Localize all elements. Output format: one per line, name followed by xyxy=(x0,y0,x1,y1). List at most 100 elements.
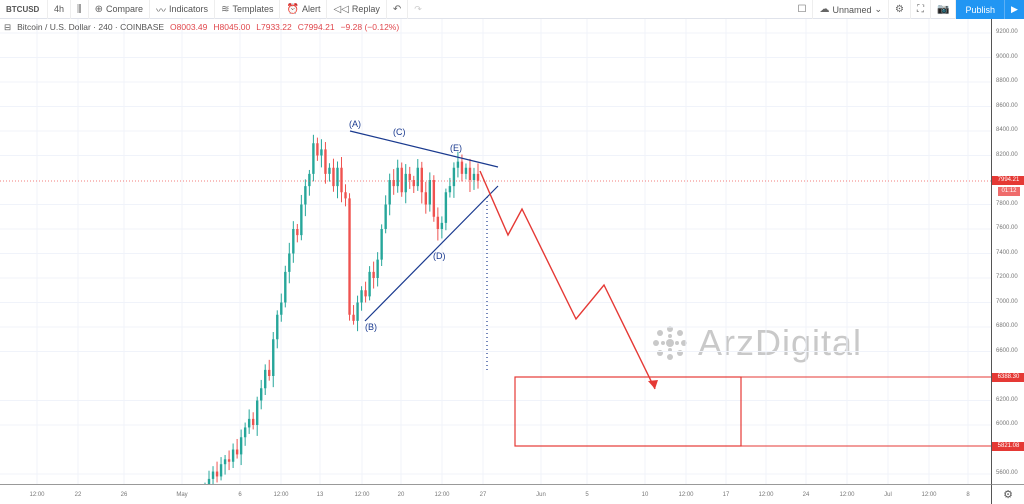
compare-label: Compare xyxy=(106,4,144,14)
candle xyxy=(392,180,395,187)
candle xyxy=(476,173,480,181)
undo-button[interactable]: ↶ xyxy=(387,0,409,19)
candle xyxy=(272,339,275,376)
target-zone-box[interactable] xyxy=(514,376,742,447)
candle xyxy=(420,167,423,193)
axis-settings-button[interactable]: ⚙ xyxy=(991,484,1024,504)
price-chart[interactable]: (A) (B) (C) (D) (E) xyxy=(0,19,991,484)
candle xyxy=(280,302,283,315)
candle xyxy=(227,459,231,462)
price-label: 6200.00 xyxy=(996,396,1018,403)
redo-button[interactable]: ↷ xyxy=(408,0,428,19)
candle xyxy=(223,459,227,465)
candle xyxy=(304,186,307,205)
candle xyxy=(472,173,476,180)
templates-button[interactable]: ≋ Templates xyxy=(215,0,281,19)
time-label: 24 xyxy=(802,492,810,498)
candle xyxy=(348,198,351,315)
price-label: 8800.00 xyxy=(996,78,1018,84)
low-value: L7933.22 xyxy=(256,22,292,32)
candle xyxy=(340,167,343,193)
candle xyxy=(268,369,271,376)
candle xyxy=(296,229,299,236)
projection-arrowhead-icon xyxy=(648,380,658,389)
candle xyxy=(316,143,319,156)
candle xyxy=(460,161,464,174)
candle xyxy=(255,400,259,425)
time-label: 13 xyxy=(316,492,324,498)
alert-label: Alert xyxy=(301,4,321,14)
top-toolbar: BTCUSD 4h ⫼ ⊕ Compare 〰 Indicators ≋ Templa… xyxy=(0,0,1024,19)
time-axis[interactable]: 12:00 22 26 May 6 12:00 13 12:00 20 12:00 27 Jun 5 10… xyxy=(0,484,991,504)
alert-button[interactable]: ⏰ Alert xyxy=(280,0,328,19)
target-low-tag: 5821.08 xyxy=(992,442,1024,452)
gear-icon: ⚙ xyxy=(1003,489,1013,501)
price-label: 6600.00 xyxy=(996,347,1018,354)
symbol-search[interactable]: BTCUSD xyxy=(0,0,48,19)
price-label: 8200.00 xyxy=(996,151,1018,158)
candle xyxy=(364,290,367,297)
price-label: 8600.00 xyxy=(996,102,1018,109)
symbol-title[interactable]: Bitcoin / U.S. Dollar · 240 · COINBASE xyxy=(17,22,165,32)
settings-button[interactable]: ⚙ xyxy=(889,0,912,19)
redo-icon: ↷ xyxy=(414,3,422,14)
label-d: (D) xyxy=(433,251,446,261)
candle xyxy=(360,290,363,303)
undo-icon: ↶ xyxy=(392,3,402,15)
interval-button[interactable]: 4h xyxy=(48,0,72,19)
time-label: 26 xyxy=(120,492,128,498)
candle xyxy=(464,167,468,174)
candle xyxy=(215,471,219,477)
replay-button[interactable]: ◁◁ Replay xyxy=(327,0,387,19)
time-label: 12:00 xyxy=(354,492,370,498)
candle xyxy=(344,192,347,199)
candle xyxy=(247,418,251,428)
projection-path[interactable] xyxy=(479,170,656,390)
time-label: 27 xyxy=(479,492,487,498)
candle xyxy=(251,418,255,425)
watermark-text: ArzDigital xyxy=(698,322,863,363)
candle xyxy=(312,143,315,174)
fullscreen-icon: ⛶ xyxy=(917,4,925,15)
snapshot-button[interactable]: 📷 xyxy=(931,0,957,19)
time-label: 12:00 xyxy=(678,492,694,498)
triangle-upper-trendline[interactable] xyxy=(349,130,499,168)
candle xyxy=(384,204,387,229)
candle xyxy=(219,464,223,477)
price-axis[interactable]: 9200.00 9000.00 8800.00 8600.00 8400.00 8200.… xyxy=(991,19,1024,484)
price-label: 7800.00 xyxy=(996,200,1018,207)
replay-label: Replay xyxy=(351,4,380,14)
gear-icon: ⚙ xyxy=(895,4,905,15)
camera-icon: 📷 xyxy=(937,4,950,15)
time-label: 8 xyxy=(966,492,970,498)
candle xyxy=(235,449,239,455)
candle xyxy=(260,388,263,401)
compare-button[interactable]: ⊕ Compare xyxy=(89,0,151,19)
candle xyxy=(404,173,407,193)
fullscreen-button[interactable]: ⛶ xyxy=(911,0,932,19)
candle xyxy=(328,167,331,174)
candle xyxy=(336,167,339,187)
candle xyxy=(452,167,456,187)
candle xyxy=(372,271,375,278)
candle xyxy=(207,478,211,484)
candle xyxy=(320,149,323,156)
price-label: 7600.00 xyxy=(996,225,1018,231)
candle xyxy=(264,369,267,389)
play-icon: ▶ xyxy=(1011,4,1018,14)
chevron-down-icon: ⌄ xyxy=(874,4,883,14)
candle xyxy=(324,149,327,174)
candle xyxy=(288,253,291,272)
candle xyxy=(284,271,287,303)
publish-button[interactable]: Publish xyxy=(956,0,1004,19)
templates-label: Templates xyxy=(232,4,274,14)
play-button[interactable]: ▶ xyxy=(1004,0,1024,19)
indicators-button[interactable]: 〰 Indicators xyxy=(150,0,216,19)
triangle-lower-trendline[interactable] xyxy=(364,185,499,322)
chart-type-button[interactable]: ⫼ xyxy=(71,0,89,19)
price-label: 6000.00 xyxy=(996,421,1018,427)
templates-icon: ≋ xyxy=(221,3,230,15)
layout-dropdown[interactable]: ☁ Unnamed ⌄ xyxy=(813,0,890,19)
select-layout-checkbox[interactable]: ☐ xyxy=(792,0,814,19)
collapse-icon[interactable]: ⊟ xyxy=(4,22,12,32)
